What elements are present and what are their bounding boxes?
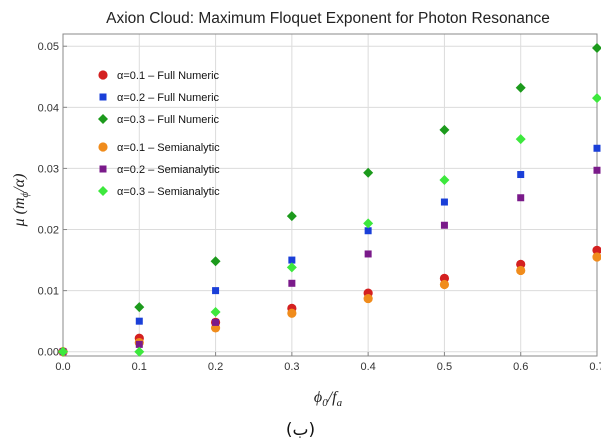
data-point (363, 167, 374, 178)
data-point (286, 211, 297, 222)
legend-marker (98, 70, 108, 80)
x-tick-label: 0.1 (132, 361, 147, 373)
data-point (134, 302, 145, 313)
legend-label: α=0.1 – Semianalytic (117, 142, 220, 154)
legend-marker (98, 114, 108, 124)
y-tick-label: 0.00 (38, 347, 59, 359)
axis-ticks: 0.0 0.1 0.2 0.3 0.4 0.5 0.6 0.7 0.00 0.01 0.02 0.03… (38, 41, 601, 373)
y-tick-label: 0.02 (38, 225, 59, 237)
data-point (287, 308, 297, 318)
data-point (212, 318, 220, 326)
y-tick-label: 0.03 (38, 163, 59, 175)
legend: α=0.1 – Full Numeric α=0.2 – Full Numeric… (98, 70, 220, 198)
data-point (135, 340, 143, 348)
x-tick-label: 0.4 (360, 361, 375, 373)
legend-label: α=0.2 – Semianalytic (117, 164, 220, 176)
data-point (592, 245, 601, 255)
x-tick-label: 0.5 (437, 361, 452, 373)
y-tick-label: 0.04 (38, 102, 59, 114)
legend-label: α=0.3 – Semianalytic (117, 186, 220, 198)
data-point (517, 171, 525, 179)
x-tick-label: 0.3 (284, 361, 299, 373)
legend-item: α=0.2 – Semianalytic (99, 164, 220, 176)
data-point (593, 166, 601, 174)
data-point (364, 250, 372, 258)
data-point (592, 93, 601, 104)
chart-title: Axion Cloud: Maximum Floquet Exponent fo… (106, 10, 550, 27)
data-point (288, 279, 296, 287)
y-axis-label: μ (mϕ/α) (11, 174, 31, 228)
x-axis-label: ϕ0/fa (314, 389, 343, 409)
data-point (210, 307, 221, 318)
data-point (515, 82, 526, 93)
series-5 (58, 93, 601, 357)
plot-frame (62, 33, 598, 357)
data-point (58, 346, 68, 357)
figure-caption: (ب) (285, 420, 316, 440)
x-tick-label: 0.6 (513, 361, 528, 373)
legend-marker (99, 165, 107, 173)
data-point (135, 317, 143, 325)
legend-item: α=0.1 – Semianalytic (98, 142, 220, 154)
data-point (134, 346, 145, 357)
data-point (592, 252, 601, 262)
y-tick-label: 0.01 (38, 286, 59, 298)
series-1 (59, 144, 601, 356)
legend-item: α=0.1 – Full Numeric (98, 70, 220, 82)
data-point (440, 221, 448, 229)
data-point (288, 256, 296, 264)
data-point (516, 265, 526, 276)
legend-marker (98, 142, 108, 152)
data-point (363, 218, 374, 229)
data-point (593, 144, 601, 152)
data-point (364, 227, 372, 235)
x-tick-label: 0.0 (55, 361, 70, 373)
legend-label: α=0.2 – Full Numeric (117, 92, 220, 104)
legend-item: α=0.2 – Full Numeric (99, 92, 220, 104)
legend-label: α=0.3 – Full Numeric (117, 114, 220, 126)
legend-marker (98, 186, 108, 196)
y-tick-label: 0.05 (38, 41, 59, 53)
data-point (286, 262, 297, 273)
data-point (439, 175, 450, 186)
legend-marker (99, 93, 107, 101)
data-point (210, 256, 221, 267)
x-tick-label: 0.7 (589, 361, 601, 373)
data-point (439, 279, 450, 290)
legend-item: α=0.3 – Full Numeric (98, 114, 220, 126)
data-point (440, 198, 448, 206)
data-point (592, 43, 601, 54)
data-point (439, 124, 450, 135)
legend-item: α=0.3 – Semianalytic (98, 186, 220, 198)
legend-label: α=0.1 – Full Numeric (117, 70, 220, 82)
data-point (363, 293, 373, 304)
data-point (212, 287, 220, 295)
grid (62, 34, 598, 356)
data-marks (58, 43, 601, 357)
scatter-chart: Axion Cloud: Maximum Floquet Exponent fo… (11, 10, 601, 409)
x-tick-label: 0.2 (208, 361, 223, 373)
data-point (517, 194, 525, 202)
data-point (515, 134, 526, 145)
